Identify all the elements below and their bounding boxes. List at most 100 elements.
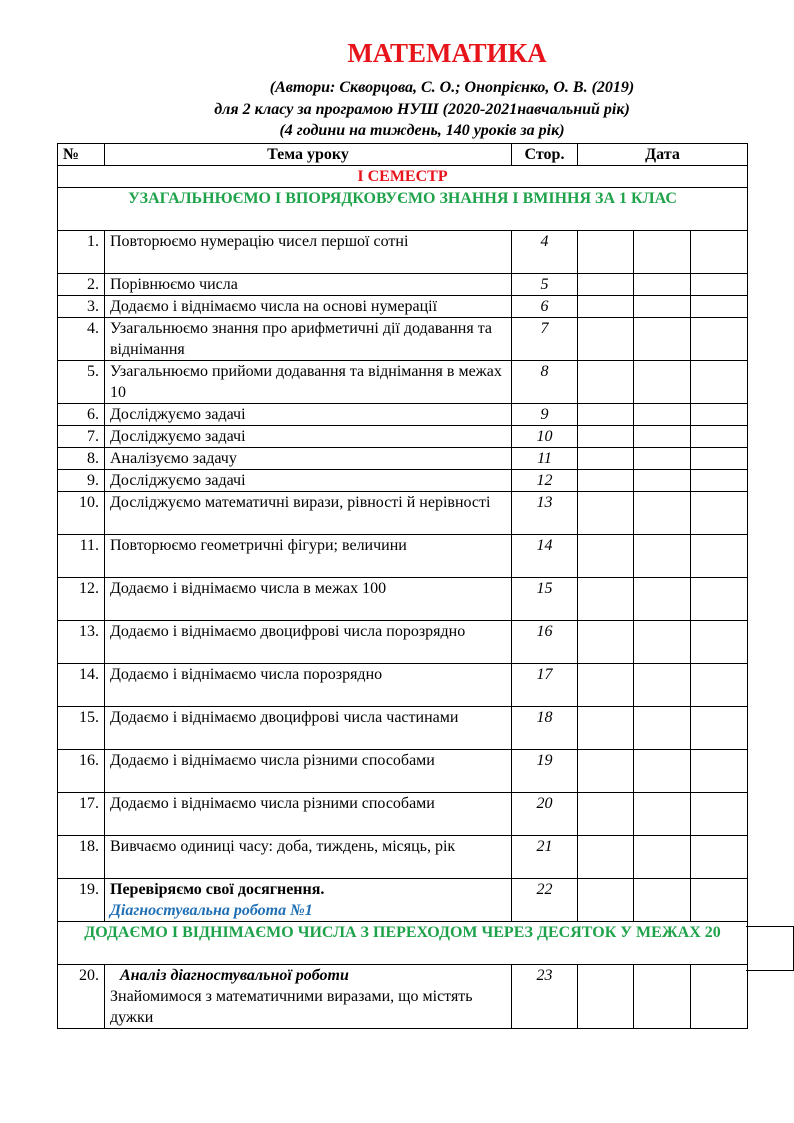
date-cell[interactable] [690,273,748,296]
lesson-number: 14. [57,663,105,707]
date-cell[interactable] [690,534,748,578]
lesson-page: 23 [511,964,578,1029]
table-row: 18. Вивчаємо одиниці часу: доба, тиждень,… [57,835,748,879]
date-cell[interactable] [633,706,691,750]
date-cell[interactable] [577,491,634,535]
lesson-page: 20 [511,792,578,836]
date-cell[interactable] [690,878,748,922]
table-row: 11. Повторюємо геометричні фігури; величи… [57,534,748,578]
topic-text: Аналізуємо задачу [110,450,237,467]
topic-text: Порівнюємо числа [110,276,238,293]
date-cell[interactable] [690,835,748,879]
date-cell[interactable] [690,792,748,836]
date-cell[interactable] [690,295,748,318]
subtitle-hours: (4 години на тиждень, 140 уроків за рік) [279,122,565,139]
date-cell[interactable] [633,835,691,879]
date-cell[interactable] [577,964,634,1029]
date-cell[interactable] [633,491,691,535]
table-header: № Тема уроку Стор. Дата [57,143,748,166]
table-row: 12. Додаємо і віднімаємо числа в межах 10… [57,577,748,621]
date-cell[interactable] [633,403,691,426]
date-cell[interactable] [577,706,634,750]
date-cell[interactable] [577,878,634,922]
date-cell[interactable] [633,534,691,578]
date-cell[interactable] [633,447,691,470]
lesson-number: 7. [57,425,105,448]
topic-text: Досліджуємо математичні вирази, рівності… [110,494,491,511]
lesson-page: 18 [511,706,578,750]
date-cell[interactable] [633,964,691,1029]
date-cell[interactable] [690,403,748,426]
lesson-number: 16. [57,749,105,793]
topic-text: Досліджуємо задачі [110,472,246,489]
date-cell[interactable] [690,964,748,1029]
date-cell[interactable] [577,403,634,426]
lesson-page: 19 [511,749,578,793]
date-cell[interactable] [690,663,748,707]
date-cell[interactable] [577,792,634,836]
date-cell[interactable] [577,620,634,664]
lesson-number: 8. [57,447,105,470]
date-cell[interactable] [690,425,748,448]
header-page: Стор. [511,143,578,166]
date-cell[interactable] [577,317,634,361]
date-cell[interactable] [633,425,691,448]
table-row: 2. Порівнюємо числа 5 [57,273,748,296]
lesson-page: 11 [511,447,578,470]
date-cell[interactable] [633,469,691,492]
date-cell[interactable] [690,491,748,535]
table-row: 8. Аналізуємо задачу 11 [57,447,748,470]
lesson-number: 6. [57,403,105,426]
lesson-topic: Порівнюємо числа [104,273,512,296]
lesson-page: 21 [511,835,578,879]
date-cell[interactable] [633,295,691,318]
date-cell[interactable] [577,835,634,879]
date-cell[interactable] [577,577,634,621]
date-cell[interactable] [633,878,691,922]
lesson-number: 13. [57,620,105,664]
date-cell[interactable] [577,273,634,296]
lesson-topic: Повторюємо геометричні фігури; величини [104,534,512,578]
date-cell[interactable] [633,230,691,274]
lesson-number: 11. [57,534,105,578]
date-cell[interactable] [690,749,748,793]
date-cell[interactable] [690,577,748,621]
date-cell[interactable] [633,577,691,621]
lesson-page: 17 [511,663,578,707]
page-title: МАТЕМАТИКА [347,38,547,68]
topic-text: Досліджуємо задачі [110,428,246,445]
date-cell[interactable] [577,663,634,707]
date-cell[interactable] [577,447,634,470]
date-cell[interactable] [690,447,748,470]
table-row: 20. Аналіз діагностувальної роботи Знайоми… [57,964,748,1029]
date-cell[interactable] [690,620,748,664]
date-cell[interactable] [577,749,634,793]
date-cell[interactable] [633,620,691,664]
section-heading: ДОДАЄМО І ВІДНІМАЄМО ЧИСЛА З ПЕРЕХОДОМ Ч… [57,921,748,965]
date-cell[interactable] [690,230,748,274]
date-cell[interactable] [690,469,748,492]
date-cell[interactable] [577,360,634,404]
lesson-page: 10 [511,425,578,448]
date-cell[interactable] [633,360,691,404]
lesson-page: 7 [511,317,578,361]
lesson-number: 5. [57,360,105,404]
topic-text: Узагальнюємо прийоми додавання та віднім… [110,363,502,401]
date-cell[interactable] [633,792,691,836]
table-row: 4. Узагальнюємо знання про арифметичні ді… [57,317,748,361]
date-cell[interactable] [690,360,748,404]
lesson-number: 15. [57,706,105,750]
date-cell[interactable] [577,295,634,318]
date-cell[interactable] [633,663,691,707]
lesson-topic: Додаємо і віднімаємо двоцифрові числа ча… [104,706,512,750]
date-cell[interactable] [690,706,748,750]
date-cell[interactable] [633,749,691,793]
lesson-topic: Досліджуємо задачі [104,469,512,492]
date-cell[interactable] [690,317,748,361]
date-cell[interactable] [577,469,634,492]
date-cell[interactable] [577,534,634,578]
date-cell[interactable] [633,317,691,361]
date-cell[interactable] [577,230,634,274]
date-cell[interactable] [633,273,691,296]
date-cell[interactable] [577,425,634,448]
